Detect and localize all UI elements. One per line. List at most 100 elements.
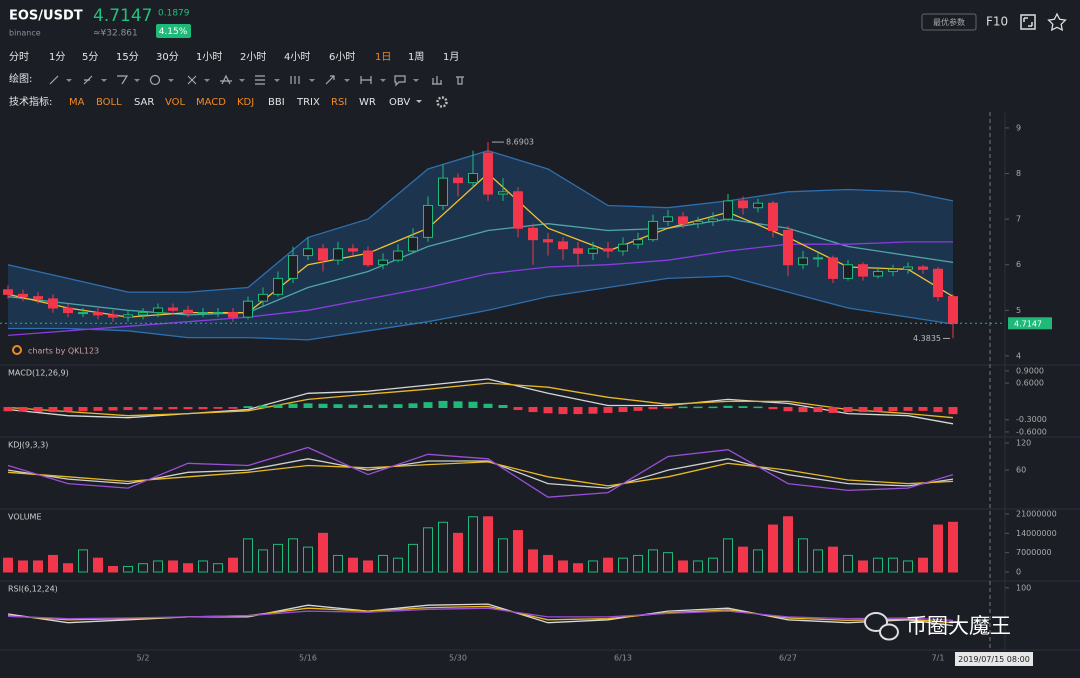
timeframe[interactable]: 15分 <box>116 51 139 63</box>
candle-body <box>678 216 688 225</box>
fullscreen-icon[interactable] <box>1020 14 1036 30</box>
bar <box>228 557 238 573</box>
bar <box>378 554 388 573</box>
best-params-label[interactable]: 最优参数 <box>933 17 965 27</box>
favorite-icon[interactable] <box>1047 12 1067 32</box>
candle-body <box>498 191 508 195</box>
bar <box>153 407 163 410</box>
candle-body <box>873 271 883 277</box>
x-tick-label: 5/16 <box>299 654 317 663</box>
timeframe[interactable]: 1月 <box>443 51 459 63</box>
bar <box>888 557 898 573</box>
bar <box>603 557 613 573</box>
indicator[interactable]: SAR <box>134 97 154 108</box>
tool-cross[interactable] <box>187 75 197 85</box>
bar <box>303 546 313 573</box>
y-tick-label: 14000000 <box>1016 529 1057 538</box>
tool-bars[interactable] <box>290 76 300 84</box>
bar <box>138 407 148 410</box>
candle-body <box>348 248 358 252</box>
tool-ray[interactable] <box>83 75 93 85</box>
x-tick-label: 5/30 <box>449 654 467 663</box>
candle-body <box>888 268 898 273</box>
candle-body <box>258 293 268 302</box>
bar <box>858 407 868 413</box>
bar <box>513 407 523 411</box>
indicator-bar: MA BOLL SAR VOL MACD KDJ BBI TRIX RSI WR OBV <box>69 97 410 108</box>
panel-separators <box>0 112 1080 651</box>
bar <box>903 560 913 573</box>
tool-pattern[interactable] <box>220 74 232 85</box>
bar <box>738 406 748 409</box>
indicator[interactable]: MA <box>69 97 85 108</box>
symbol: EOS/USDT <box>9 9 83 24</box>
tool-line[interactable] <box>49 75 59 85</box>
bar <box>633 554 643 573</box>
tool-chart[interactable] <box>432 76 442 85</box>
indicator[interactable]: RSI <box>331 97 347 108</box>
settings-icon[interactable] <box>436 96 448 108</box>
timeframe[interactable]: 4小时 <box>284 51 310 63</box>
bar <box>48 554 58 573</box>
timeframe[interactable]: 1日 <box>375 52 391 63</box>
candle-body <box>648 220 658 241</box>
indicator[interactable]: KDJ <box>237 97 254 108</box>
candle-body <box>768 202 778 232</box>
tool-fib[interactable] <box>117 75 129 85</box>
timeframe[interactable]: 1分 <box>49 51 65 63</box>
candle-body <box>288 255 298 279</box>
indicator[interactable]: WR <box>359 97 376 108</box>
bar <box>393 404 403 409</box>
bar <box>423 527 433 573</box>
bar <box>123 407 133 411</box>
f10-button[interactable]: F10 <box>986 15 1008 29</box>
candle-body <box>453 177 463 184</box>
timeframe[interactable]: 1小时 <box>196 51 222 63</box>
indicator[interactable]: BBI <box>268 97 285 108</box>
timeframe[interactable]: 2小时 <box>240 51 266 63</box>
indicator-line <box>7 458 954 489</box>
bar <box>453 532 463 573</box>
credit: charts by QKL123 <box>28 347 99 356</box>
timeframe[interactable]: 分时 <box>9 51 29 63</box>
timeframe[interactable]: 30分 <box>156 51 179 63</box>
indicator[interactable]: OBV <box>389 97 410 108</box>
timeframe[interactable]: 1周 <box>408 51 424 63</box>
candle-body <box>843 264 853 279</box>
tool-circle[interactable] <box>149 74 161 86</box>
candle-body <box>228 312 238 318</box>
price-change: 0.1879 <box>158 9 190 19</box>
bar <box>948 521 958 573</box>
candle-body <box>333 248 343 261</box>
tool-delete[interactable] <box>456 76 464 85</box>
bar <box>678 560 688 573</box>
tool-levels[interactable] <box>255 75 265 85</box>
indicator[interactable]: VOL <box>165 97 186 108</box>
candle-body <box>588 248 598 254</box>
best-params-button[interactable] <box>921 13 977 31</box>
candle-body <box>948 296 958 324</box>
tool-note[interactable] <box>394 75 406 87</box>
indicator[interactable]: MACD <box>196 97 226 108</box>
bar <box>618 557 628 573</box>
bar <box>483 403 493 409</box>
panel-title: MACD(12,26,9) <box>8 369 69 378</box>
y-tick-label: 6 <box>1016 260 1021 269</box>
y-tick-label: 7000000 <box>1016 548 1052 557</box>
bar <box>768 407 778 410</box>
timeframe[interactable]: 5分 <box>82 51 98 63</box>
bar <box>918 557 928 573</box>
indicator[interactable]: BOLL <box>96 97 122 108</box>
bar <box>108 407 118 411</box>
bar <box>318 403 328 409</box>
drawing-label: 绘图: <box>9 72 32 85</box>
bar <box>393 557 403 573</box>
tool-arrow[interactable] <box>325 75 335 85</box>
tool-measure[interactable] <box>360 76 372 84</box>
obv-caret <box>416 100 422 103</box>
candle-body <box>513 191 523 229</box>
timeframe[interactable]: 6小时 <box>329 51 355 63</box>
indicator[interactable]: TRIX <box>296 97 320 108</box>
indicator-line <box>7 382 954 419</box>
bar <box>258 549 268 573</box>
